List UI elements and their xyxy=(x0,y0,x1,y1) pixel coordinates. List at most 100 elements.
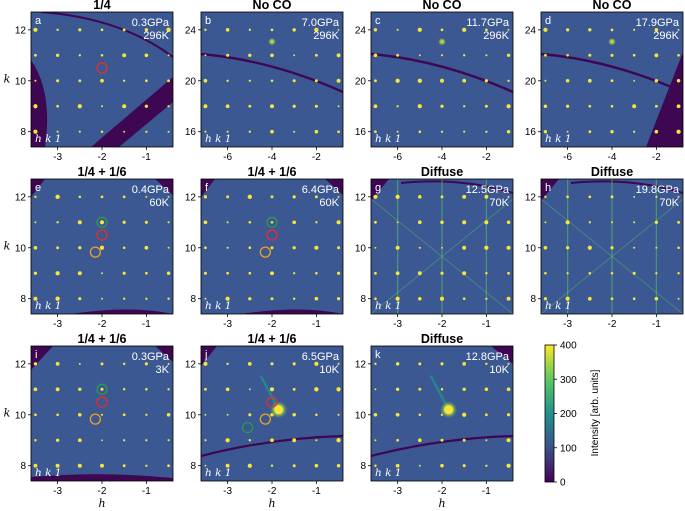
bragg-spot xyxy=(374,439,377,442)
bragg-spot xyxy=(337,130,340,134)
y-tick-label: 20 xyxy=(525,76,537,87)
bragg-spot xyxy=(506,53,511,57)
bragg-spot xyxy=(293,272,296,275)
y-tick-label: 8 xyxy=(530,294,536,305)
detector-gap xyxy=(91,77,173,147)
panel-content xyxy=(31,346,173,481)
x-axis-label: h xyxy=(268,497,275,510)
bragg-spot xyxy=(543,245,548,250)
panel-title: 1/4 + 1/6 xyxy=(78,332,127,346)
bragg-spot xyxy=(484,245,489,250)
bragg-spot xyxy=(440,104,444,108)
bragg-spot xyxy=(588,271,592,275)
bragg-spot xyxy=(506,463,511,468)
bragg-spot xyxy=(78,387,82,391)
bragg-spot xyxy=(167,439,170,442)
plane-label: h k 1 xyxy=(35,133,61,145)
bragg-spot xyxy=(485,439,488,442)
temperature-label: 70K xyxy=(489,197,509,209)
bragg-spot xyxy=(654,104,658,108)
bragg-spot xyxy=(100,463,104,468)
bragg-spot xyxy=(315,271,318,275)
detector-gap xyxy=(241,309,343,314)
bragg-spot xyxy=(506,296,511,301)
bragg-spot xyxy=(610,104,614,108)
pressure-label: 19.8GPa xyxy=(636,184,680,196)
bragg-spot xyxy=(506,413,511,417)
bragg-spot xyxy=(441,246,443,249)
reflection-circle xyxy=(266,396,278,408)
bragg-spot xyxy=(167,195,170,198)
bragg-spot xyxy=(337,362,340,365)
bragg-peak xyxy=(608,37,616,46)
bragg-spot xyxy=(655,195,658,198)
bragg-spot xyxy=(677,272,680,275)
detector-gap xyxy=(71,309,173,314)
panel-letter: e xyxy=(35,182,41,194)
panel-title: No CO xyxy=(593,0,632,12)
pressure-label: 12.5GPa xyxy=(466,184,510,196)
bragg-spot xyxy=(34,439,37,442)
panel-letter: k xyxy=(375,349,381,361)
bragg-spot xyxy=(374,297,377,301)
bragg-spot xyxy=(34,413,37,417)
reflection-circle xyxy=(96,229,108,241)
bragg-spot xyxy=(56,130,59,133)
bragg-spot xyxy=(544,221,547,224)
detector-gap xyxy=(31,60,48,147)
detector-gap xyxy=(31,474,173,481)
bragg-spot xyxy=(33,296,38,301)
y-tick-label: 10 xyxy=(525,243,537,254)
bragg-spot xyxy=(33,245,38,250)
bragg-spot xyxy=(633,28,636,31)
temperature-label: 10K xyxy=(319,364,339,376)
x-tick-label: -2 xyxy=(438,486,447,497)
bragg-spot xyxy=(655,246,658,249)
bragg-spot xyxy=(315,439,318,442)
bragg-spot xyxy=(145,195,148,198)
bragg-spot xyxy=(56,79,60,83)
x-tick-label: -1 xyxy=(482,319,491,330)
y-tick-label: 10 xyxy=(355,243,367,254)
bragg-spot xyxy=(677,28,680,31)
bragg-spot xyxy=(566,272,569,275)
panel-title: No CO xyxy=(253,0,292,12)
bragg-spot xyxy=(314,129,319,134)
bragg-spot xyxy=(396,28,399,31)
bragg-peak xyxy=(268,37,276,46)
bragg-spot xyxy=(122,28,126,32)
y-tick-label: 20 xyxy=(185,76,197,87)
plane-label: h k 1 xyxy=(205,133,231,145)
bragg-spot xyxy=(122,413,126,417)
bragg-spot xyxy=(34,221,37,224)
pressure-label: 11.7GPa xyxy=(466,17,509,29)
bragg-spot xyxy=(336,78,341,83)
bragg-spot xyxy=(417,220,422,225)
bragg-spot xyxy=(226,53,230,57)
bragg-spot xyxy=(56,221,59,224)
bragg-spot xyxy=(373,194,378,199)
bragg-spot xyxy=(55,53,60,58)
panel-content xyxy=(371,346,513,468)
bragg-spot xyxy=(588,130,592,134)
y-axis-label: k xyxy=(4,240,11,253)
bragg-spot xyxy=(676,79,681,83)
x-tick-label: -3 xyxy=(393,486,402,497)
bragg-spot xyxy=(77,412,82,417)
x-tick-label: -1 xyxy=(482,486,491,497)
bragg-spot xyxy=(123,79,126,82)
beam-arc xyxy=(371,52,513,94)
bragg-spot xyxy=(506,220,511,225)
bragg-spot xyxy=(292,195,296,199)
bragg-spot xyxy=(395,362,400,366)
bragg-spot xyxy=(167,297,170,300)
bragg-spot xyxy=(374,271,377,275)
bragg-spot xyxy=(485,272,488,275)
bragg-spot xyxy=(610,28,614,32)
bragg-spot xyxy=(203,361,208,366)
beam-arc xyxy=(40,12,173,58)
x-tick-label: -2 xyxy=(98,152,107,163)
bragg-spot xyxy=(440,78,444,83)
bragg-spot xyxy=(100,105,104,108)
y-tick-label: 10 xyxy=(185,243,197,254)
